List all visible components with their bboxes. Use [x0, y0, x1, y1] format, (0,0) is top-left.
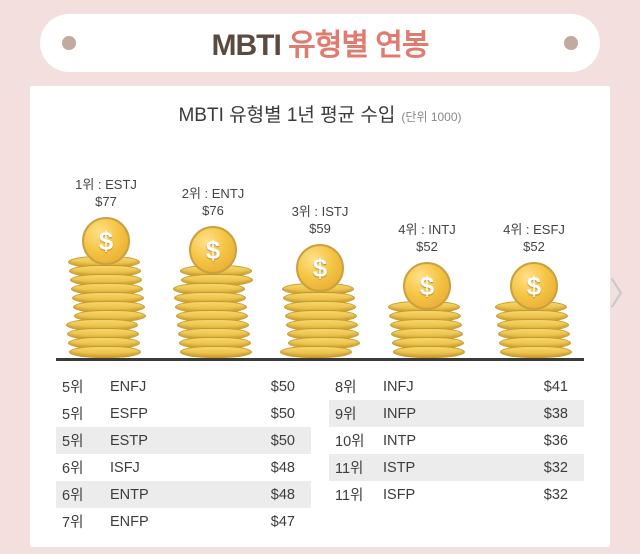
value-cell: $47 [172, 514, 305, 530]
subtitle: MBTI 유형별 1년 평균 수입 (단위 1000) [56, 100, 584, 127]
rank-col-right: 8위INFJ$419위INFP$3810위INTP$3611위ISTP$3211… [329, 373, 584, 535]
value-cell: $32 [445, 487, 578, 503]
bar-label: 4위 : INTJ$52 [398, 221, 455, 256]
value-cell: $50 [172, 379, 305, 395]
value-cell: $50 [172, 406, 305, 422]
rank-cell: 9위 [335, 403, 383, 424]
table-row: 6위ENTP$48 [56, 481, 311, 508]
rank-cell: 7위 [62, 511, 110, 532]
value-cell: $38 [445, 406, 578, 422]
bar-label: 3위 : ISTJ$59 [292, 203, 349, 238]
rank-cell: 6위 [62, 457, 110, 478]
table-row: 9위INFP$38 [329, 400, 584, 427]
coin-pile [284, 286, 356, 358]
coin-pile [177, 268, 249, 358]
dollar-coin-icon [296, 244, 344, 292]
subtitle-main: MBTI 유형별 1년 평균 수입 [178, 105, 395, 126]
dollar-coin-icon [510, 262, 558, 310]
type-cell: INFP [383, 406, 445, 422]
table-row: 8위INFJ$41 [329, 373, 584, 400]
type-cell: ENFJ [110, 379, 172, 395]
type-cell: ISFJ [110, 460, 172, 476]
rank-cell: 8위 [335, 376, 383, 397]
chart-bar: 3위 : ISTJ$59 [274, 203, 366, 358]
type-cell: ISFP [383, 487, 445, 503]
coin-layer [500, 346, 572, 358]
value-cell: $41 [445, 379, 578, 395]
next-arrow-icon[interactable]: 〉 [614, 274, 636, 310]
coin-bar-chart: 1위 : ESTJ$77 2위 : ENTJ$76 3위 : ISTJ$59 4위 :… [56, 151, 584, 361]
rank-cell: 5위 [62, 403, 110, 424]
dollar-coin-icon [82, 217, 130, 265]
chart-bar: 4위 : INTJ$52 [381, 221, 473, 358]
coin-layer [180, 346, 252, 358]
rank-cell: 11위 [335, 484, 383, 505]
page-title: MBTI 유형별 연봉 [40, 20, 600, 64]
coin-pile [498, 304, 570, 358]
coin-layer [69, 346, 141, 358]
type-cell: ENFP [110, 514, 172, 530]
title-part2: 유형별 연봉 [288, 29, 428, 62]
table-row: 5위ESTP$50 [56, 427, 311, 454]
bar-label: 1위 : ESTJ$77 [75, 176, 137, 211]
table-row: 5위ENFJ$50 [56, 373, 311, 400]
type-cell: INTP [383, 433, 445, 449]
chart-bar: 1위 : ESTJ$77 [60, 176, 152, 358]
table-row: 5위ESFP$50 [56, 400, 311, 427]
table-row: 7위ENFP$47 [56, 508, 311, 535]
dollar-coin-icon [189, 226, 237, 274]
rank-col-left: 5위ENFJ$505위ESFP$505위ESTP$506위ISFJ$486위EN… [56, 373, 311, 535]
coin-pile [391, 304, 463, 358]
bar-label: 2위 : ENTJ$76 [182, 185, 245, 220]
header-dot-left [62, 36, 76, 50]
table-row: 11위ISFP$32 [329, 481, 584, 508]
rank-cell: 11위 [335, 457, 383, 478]
header-banner: MBTI 유형별 연봉 [40, 14, 600, 72]
table-row: 6위ISFJ$48 [56, 454, 311, 481]
value-cell: $32 [445, 460, 578, 476]
type-cell: ESFP [110, 406, 172, 422]
bar-label: 4위 : ESFJ$52 [503, 221, 565, 256]
main-panel: MBTI 유형별 1년 평균 수입 (단위 1000) 1위 : ESTJ$77 2… [30, 86, 610, 547]
header-dot-right [564, 36, 578, 50]
chart-bar: 4위 : ESFJ$52 [488, 221, 580, 358]
rank-cell: 5위 [62, 430, 110, 451]
type-cell: ISTP [383, 460, 445, 476]
value-cell: $48 [172, 487, 305, 503]
title-part1: MBTI [212, 29, 289, 62]
type-cell: INFJ [383, 379, 445, 395]
coin-pile [70, 259, 142, 358]
rank-cell: 10위 [335, 430, 383, 451]
value-cell: $36 [445, 433, 578, 449]
table-row: 11위ISTP$32 [329, 454, 584, 481]
dollar-coin-icon [403, 262, 451, 310]
value-cell: $48 [172, 460, 305, 476]
subtitle-unit: (단위 1000) [401, 110, 461, 124]
type-cell: ENTP [110, 487, 172, 503]
rank-cell: 5위 [62, 376, 110, 397]
coin-layer [280, 346, 352, 358]
rank-table: 5위ENFJ$505위ESFP$505위ESTP$506위ISFJ$486위EN… [56, 373, 584, 535]
coin-layer [393, 346, 465, 358]
type-cell: ESTP [110, 433, 172, 449]
rank-cell: 6위 [62, 484, 110, 505]
value-cell: $50 [172, 433, 305, 449]
table-row: 10위INTP$36 [329, 427, 584, 454]
chart-bar: 2위 : ENTJ$76 [167, 185, 259, 358]
